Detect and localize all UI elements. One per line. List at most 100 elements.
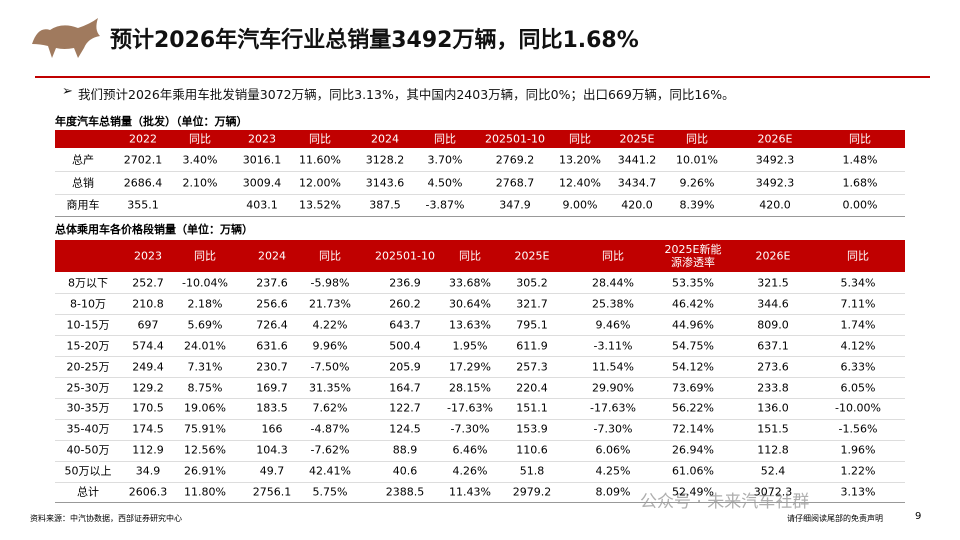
table-cell: 321.5 <box>757 276 789 290</box>
table-cell: 2686.4 <box>123 176 163 189</box>
table-cell: 1.96% <box>840 443 876 457</box>
table-cell: 420.0 <box>759 198 791 212</box>
table-cell: 46.42% <box>672 297 714 311</box>
table-cell: 26.91% <box>184 464 226 478</box>
header-cell: 同比 <box>849 132 871 146</box>
header-cell: 2024 <box>371 132 399 146</box>
row-label: 35-40万 <box>66 422 110 436</box>
table-cell: 3492.3 <box>755 176 795 189</box>
table-cell: 30.64% <box>449 297 491 311</box>
table-cell: 54.12% <box>672 360 714 374</box>
table-cell: -7.30% <box>593 422 633 436</box>
table-cell: 2.18% <box>187 297 223 311</box>
table-cell: -17.63% <box>590 401 636 415</box>
header-cell: 202501-10 <box>485 132 545 146</box>
table-cell: 136.0 <box>757 401 789 415</box>
table-cell: 252.7 <box>132 276 164 290</box>
table-cell: 260.2 <box>389 297 421 311</box>
table-cell: -3.11% <box>593 339 633 353</box>
table-cell: 249.4 <box>132 360 164 374</box>
table-cell: 697 <box>137 318 159 332</box>
row-rule <box>55 335 905 337</box>
table-cell: 183.5 <box>256 401 288 415</box>
header-cell: 2025E <box>514 249 550 263</box>
table-cell: 5.75% <box>312 485 348 499</box>
table-caption: 年度汽车总销量（批发）（单位：万辆） <box>55 115 248 128</box>
source: 资料来源：中汽协数据，西部证券研究中心 <box>30 514 182 523</box>
table-cell: 12.40% <box>559 176 601 189</box>
row-rule <box>55 418 905 420</box>
table-cell: 6.33% <box>840 360 876 374</box>
table-cell: 169.7 <box>256 381 288 394</box>
header-cell: 2025E <box>619 132 655 146</box>
header-cell: 2026E <box>757 132 793 146</box>
table-cell: 73.69% <box>672 381 714 394</box>
table-cell: 220.4 <box>516 381 548 394</box>
table-cell: 273.6 <box>757 360 789 374</box>
header-cell: 2022 <box>129 132 157 146</box>
table-cell: 151.1 <box>516 401 548 415</box>
header-cell: 同比 <box>189 132 211 146</box>
table-cell: 170.5 <box>132 401 164 415</box>
table-cell: 40.6 <box>392 464 418 478</box>
table-cell: 13.20% <box>559 153 601 167</box>
table-cell: 21.73% <box>309 297 351 311</box>
table-cell: 4.12% <box>840 339 876 353</box>
table-cell: 112.9 <box>132 443 164 457</box>
row-label: 8万以下 <box>68 276 108 290</box>
table-cell: -1.56% <box>838 422 878 436</box>
table-cell: 3.13% <box>840 485 876 499</box>
table-cell: 2979.2 <box>512 485 552 499</box>
table-header-bg <box>55 130 905 148</box>
table-cell: 1.48% <box>842 153 878 167</box>
table-header-bg <box>55 240 905 272</box>
table-cell: 0.00% <box>842 198 878 212</box>
table-cell: 210.8 <box>132 297 164 311</box>
table-cell: -10.04% <box>182 276 228 290</box>
table-cell: -17.63% <box>447 401 493 415</box>
table-cell: 52.4 <box>760 464 786 478</box>
table-cell: 2769.2 <box>495 153 535 167</box>
row-rule <box>55 356 905 358</box>
table-cell: 29.90% <box>592 381 634 394</box>
table-cell: 230.7 <box>256 360 288 374</box>
table-cell: 51.8 <box>519 464 545 478</box>
table-cell: 355.1 <box>127 198 159 212</box>
row-label: 总销 <box>72 176 94 189</box>
table-cell: 305.2 <box>516 276 548 290</box>
table-cell: 637.1 <box>757 339 789 353</box>
table-cell: 12.56% <box>184 443 226 457</box>
table-cell: 4.22% <box>312 318 348 332</box>
table-cell: -7.50% <box>310 360 350 374</box>
table-cell: 403.1 <box>246 198 278 212</box>
table-cell: 2702.1 <box>123 153 163 167</box>
row-label: 商用车 <box>66 198 100 212</box>
table-cell: 3143.6 <box>365 176 405 189</box>
table-cell: 6.05% <box>840 381 876 394</box>
table-cell: 3492.3 <box>755 153 795 167</box>
table-cell: 8.75% <box>187 381 223 394</box>
table-bottom-rule <box>55 216 905 218</box>
table-cell: 129.2 <box>132 381 164 394</box>
table-cell: 809.0 <box>757 318 789 332</box>
row-rule <box>55 397 905 399</box>
table-cell: 28.44% <box>592 276 634 290</box>
row-label: 8-10万 <box>70 297 106 311</box>
table-cell: 795.1 <box>516 318 548 332</box>
table-cell: 7.31% <box>187 360 223 374</box>
header-cell: 202501-10 <box>375 249 435 263</box>
table-cell: 643.7 <box>389 318 421 332</box>
logo <box>32 18 100 58</box>
table-cell: 24.01% <box>184 339 226 353</box>
bullet-arrow: ➢ <box>62 84 73 99</box>
table-cell: 75.91% <box>184 422 226 436</box>
watermark: 公众号 · 未来汽车社群 <box>640 492 810 512</box>
table-cell: 3441.2 <box>617 153 657 167</box>
title: 预计2026年汽车行业总销量3492万辆，同比1.68% <box>110 28 639 53</box>
header-cell: 同比 <box>602 249 624 263</box>
table-cell: 4.26% <box>452 464 488 478</box>
table-cell: -5.98% <box>310 276 350 290</box>
table-cell: 344.6 <box>757 297 789 311</box>
table-cell: 54.75% <box>672 339 714 353</box>
